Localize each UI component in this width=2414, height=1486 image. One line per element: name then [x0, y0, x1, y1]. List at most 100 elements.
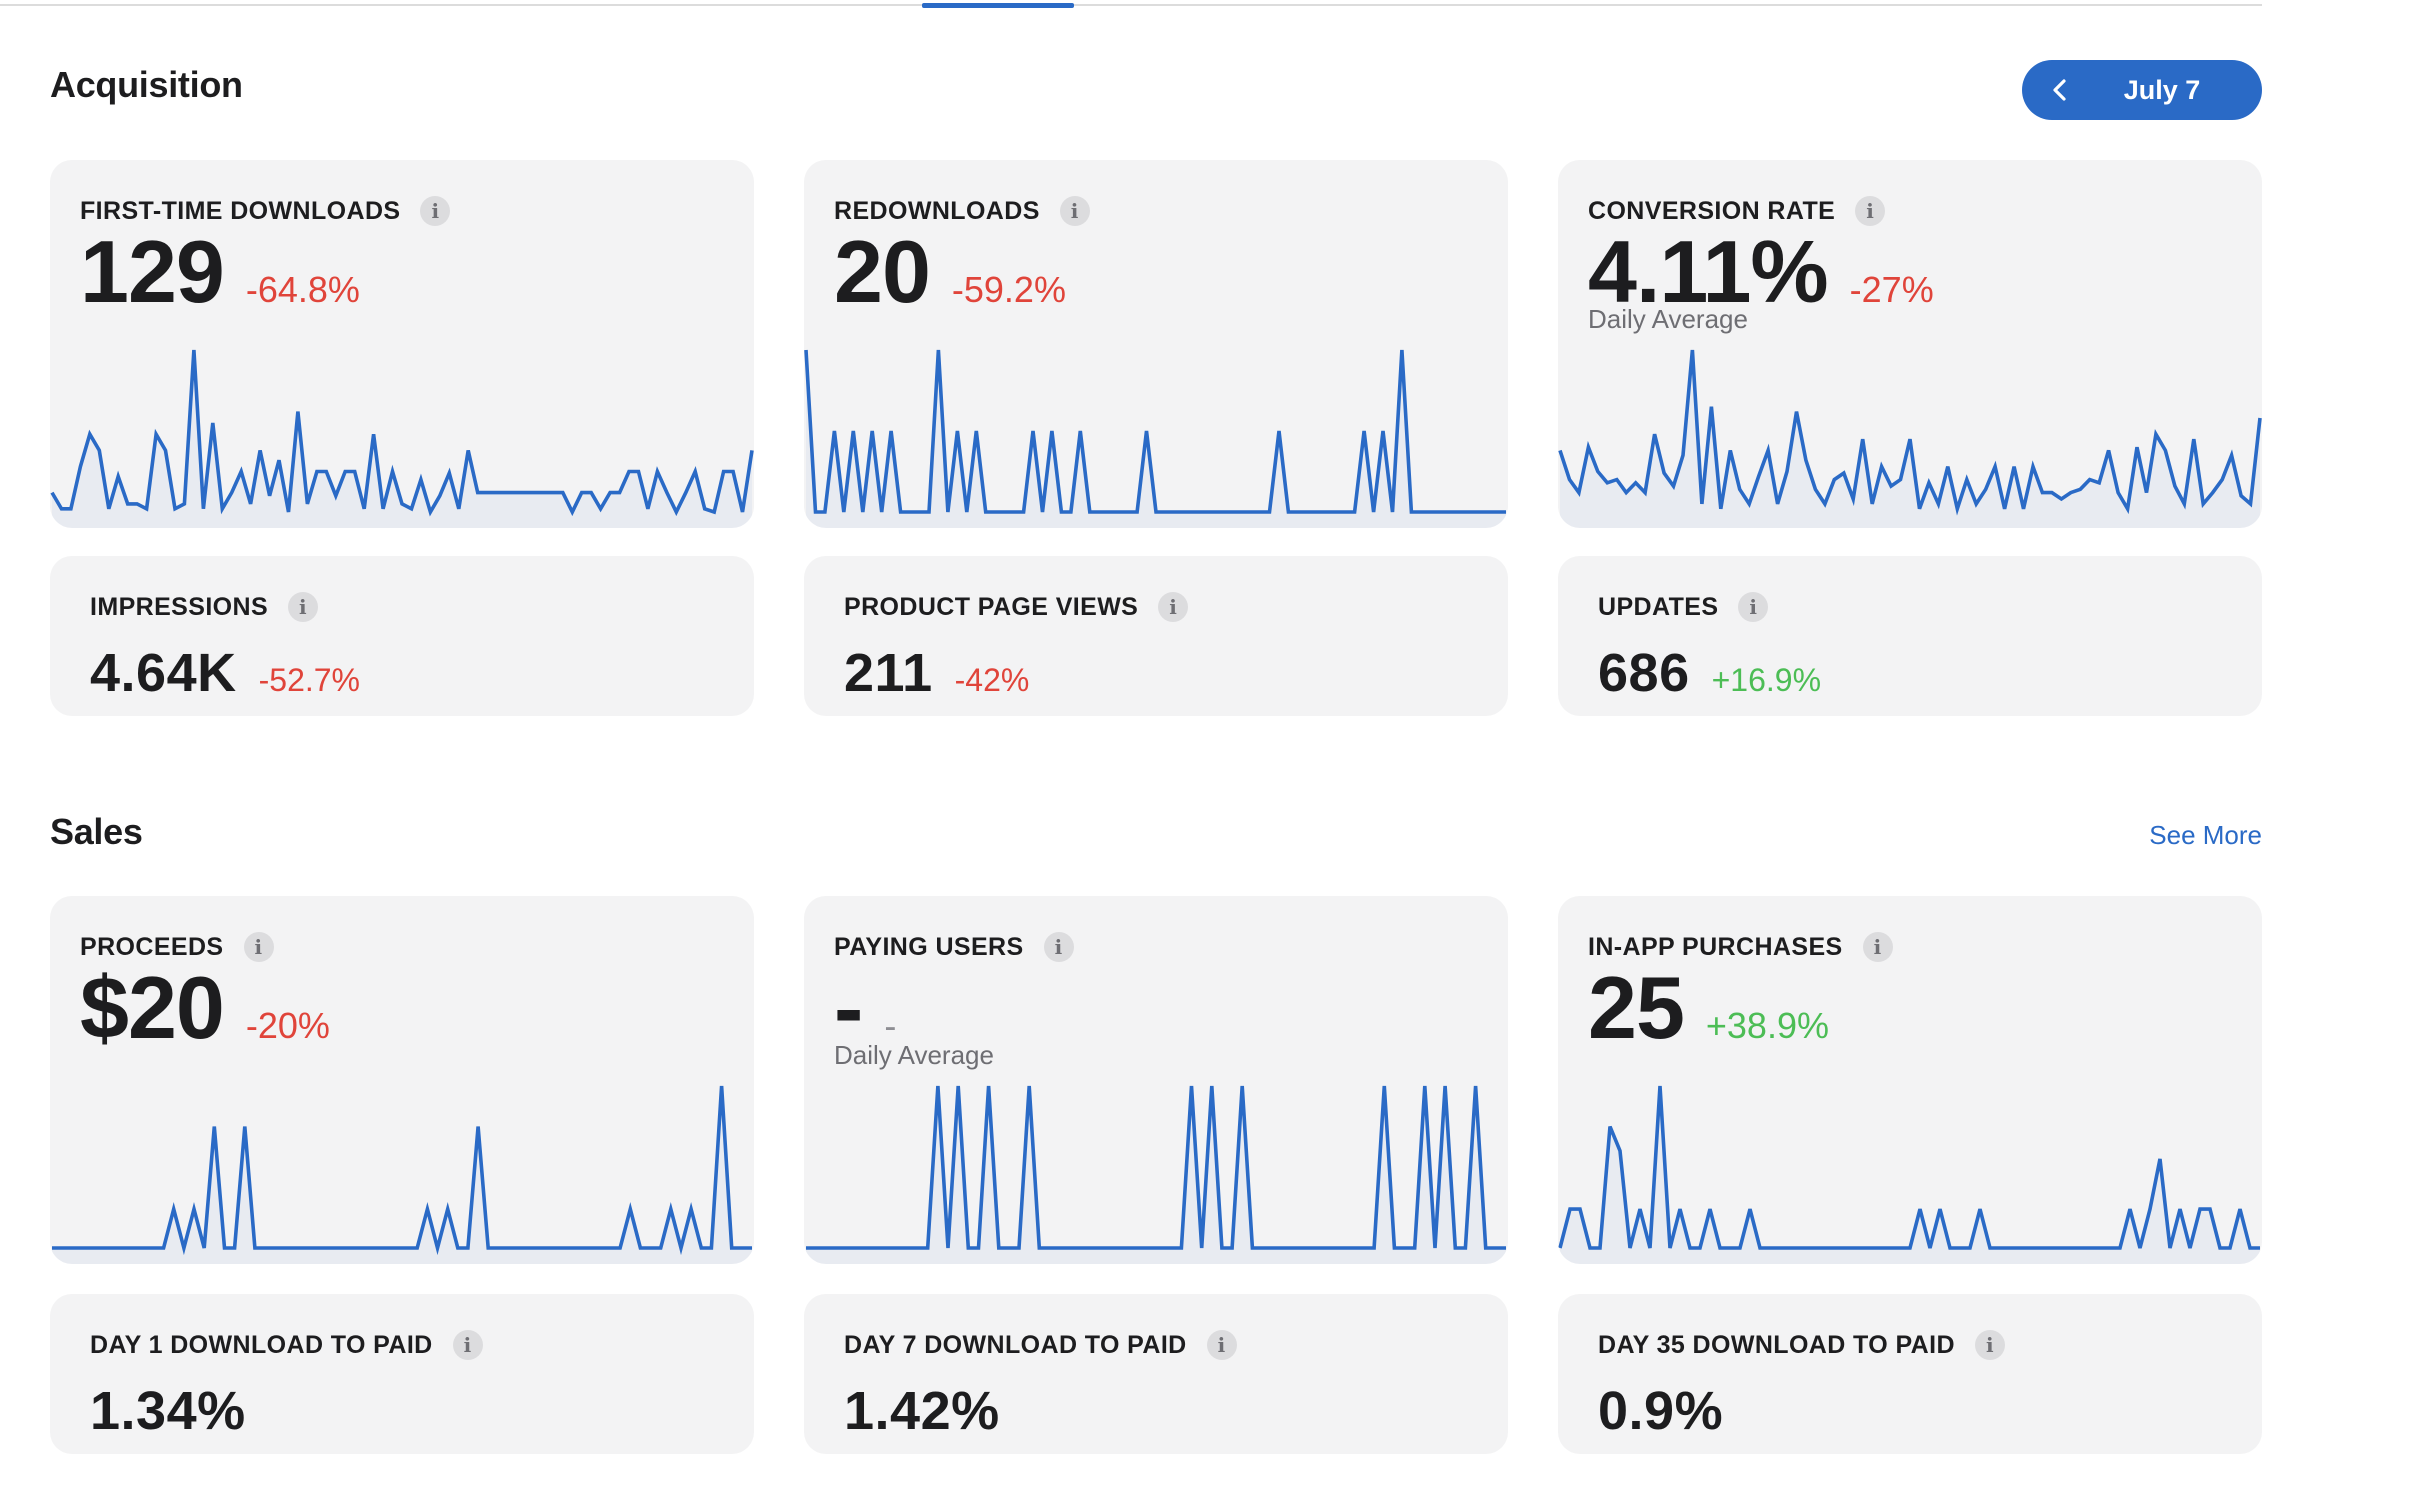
metric-value: 25 [1588, 958, 1685, 1057]
card-title-row: UPDATES i [1598, 592, 1769, 622]
metric-value: 686 [1598, 643, 1690, 703]
metric-row: 4.11% -27% [1588, 228, 1934, 316]
metric-change: -42% [954, 662, 1030, 698]
metric-change: - [884, 1005, 897, 1046]
sparkline-line [52, 1085, 752, 1256]
metric-change: -64.8% [245, 269, 360, 310]
card-day7-download-to-paid[interactable]: DAY 7 DOWNLOAD TO PAID i 1.42% [804, 1294, 1508, 1454]
see-more-link[interactable]: See More [2149, 820, 2262, 850]
metric-value: 1.42% [844, 1381, 1000, 1441]
metric-change: +16.9% [1711, 662, 1822, 698]
metric-change: +38.9% [1705, 1005, 1829, 1046]
info-icon[interactable]: i [1059, 196, 1090, 226]
metric-value: 4.64K [90, 643, 237, 703]
card-title: PAYING USERS [834, 932, 1024, 961]
info-icon[interactable]: i [1043, 932, 1074, 962]
card-title-row: IN-APP PURCHASES i [1588, 932, 1893, 962]
section-title-acquisition: Acquisition [50, 64, 243, 105]
metric-value: 211 [844, 643, 933, 703]
sparkline-area [52, 1086, 752, 1264]
card-title: PRODUCT PAGE VIEWS [844, 592, 1139, 621]
card-impressions[interactable]: IMPRESSIONS i 4.64K -52.7% [50, 556, 754, 716]
metric-row: $20 -20% [80, 964, 330, 1052]
card-proceeds[interactable]: PROCEEDS i $20 -20% [50, 896, 754, 1264]
metric-value: 129 [80, 222, 225, 321]
sparkline-area [806, 1086, 1506, 1264]
date-label: July 7 [2123, 74, 2201, 105]
daily-average-label: Daily Average [834, 1040, 994, 1070]
card-day1-download-to-paid[interactable]: DAY 1 DOWNLOAD TO PAID i 1.34% [50, 1294, 754, 1454]
info-icon[interactable]: i [1855, 196, 1886, 226]
card-conversion-rate[interactable]: CONVERSION RATE i 4.11% -27% Daily Avera… [1558, 160, 2262, 528]
card-title: IMPRESSIONS [90, 592, 269, 621]
card-title-row: FIRST-TIME DOWNLOADS i [80, 196, 451, 226]
date-picker-button[interactable]: July 7 [2022, 60, 2262, 120]
metric-row: 211 -42% [844, 646, 1029, 700]
metric-value: 20 [834, 222, 931, 321]
card-title: FIRST-TIME DOWNLOADS [80, 196, 401, 225]
metric-change: -52.7% [258, 662, 360, 698]
info-icon[interactable]: i [243, 932, 274, 962]
sparkline-line [804, 349, 1506, 514]
card-title: UPDATES [1598, 592, 1719, 621]
card-day35-download-to-paid[interactable]: DAY 35 DOWNLOAD TO PAID i 0.9% [1558, 1294, 2262, 1454]
sparkline-line [50, 349, 754, 517]
card-title-row: DAY 1 DOWNLOAD TO PAID i [90, 1330, 483, 1360]
metric-row: 20 -59.2% [834, 228, 1066, 316]
info-icon[interactable]: i [1738, 592, 1769, 622]
card-redownloads[interactable]: REDOWNLOADS i 20 -59.2% [804, 160, 1508, 528]
metric-row: 1.34% [90, 1384, 246, 1438]
card-in-app-purchases[interactable]: IN-APP PURCHASES i 25 +38.9% [1558, 896, 2262, 1264]
sparkline-area [1560, 350, 2260, 528]
card-title: REDOWNLOADS [834, 196, 1040, 225]
info-icon[interactable]: i [420, 196, 451, 226]
sparkline-chart [1558, 1085, 2260, 1264]
sparkline-line [806, 1085, 1506, 1250]
sparkline-line [1558, 1085, 2260, 1250]
info-icon[interactable]: i [452, 1330, 483, 1360]
card-title-row: DAY 7 DOWNLOAD TO PAID i [844, 1330, 1237, 1360]
metric-row: 686 +16.9% [1598, 646, 1821, 700]
card-first-time-downloads[interactable]: FIRST-TIME DOWNLOADS i 129 -64.8% [50, 160, 754, 528]
card-title-row: REDOWNLOADS i [834, 196, 1090, 226]
metric-change: -59.2% [951, 269, 1066, 310]
sparkline-chart [804, 349, 1506, 528]
card-title: DAY 7 DOWNLOAD TO PAID [844, 1330, 1187, 1359]
chevron-left-icon[interactable] [2050, 60, 2070, 120]
metric-value: $20 [80, 958, 225, 1057]
metric-value: 0.9% [1598, 1381, 1724, 1441]
metric-value: 4.11% [1588, 222, 1829, 321]
card-paying-users[interactable]: PAYING USERS i - - Daily Average [804, 896, 1508, 1264]
sparkline-area [52, 350, 752, 528]
card-title: DAY 35 DOWNLOAD TO PAID [1598, 1330, 1955, 1359]
metric-row: 129 -64.8% [80, 228, 360, 316]
info-icon[interactable]: i [1158, 592, 1189, 622]
card-title: CONVERSION RATE [1588, 196, 1836, 225]
info-icon[interactable]: i [288, 592, 319, 622]
info-icon[interactable]: i [1974, 1330, 2005, 1360]
section-title-sales: Sales [50, 811, 143, 852]
card-title: IN-APP PURCHASES [1588, 932, 1843, 961]
card-product-page-views[interactable]: PRODUCT PAGE VIEWS i 211 -42% [804, 556, 1508, 716]
info-icon[interactable]: i [1206, 1330, 1237, 1360]
active-tab-indicator [922, 3, 1074, 8]
daily-average-label: Daily Average [1588, 304, 1748, 334]
metric-row: 25 +38.9% [1588, 964, 1829, 1052]
info-icon[interactable]: i [1862, 932, 1893, 962]
card-title: PROCEEDS [80, 932, 224, 961]
card-updates[interactable]: UPDATES i 686 +16.9% [1558, 556, 2262, 716]
card-title-row: PROCEEDS i [80, 932, 274, 962]
card-title-row: IMPRESSIONS i [90, 592, 319, 622]
metric-row: 1.42% [844, 1384, 1000, 1438]
metric-row: 0.9% [1598, 1384, 1723, 1438]
metric-value: - [834, 958, 863, 1057]
sparkline-chart [52, 1085, 752, 1264]
card-title-row: PRODUCT PAGE VIEWS i [844, 592, 1189, 622]
sparkline-chart [50, 349, 754, 528]
top-divider [0, 4, 2262, 6]
sparkline-line [1558, 349, 2262, 516]
metric-row: - - [834, 964, 896, 1052]
sparkline-chart [1558, 349, 2262, 528]
sparkline-chart [806, 1085, 1506, 1264]
card-title-row: DAY 35 DOWNLOAD TO PAID i [1598, 1330, 2005, 1360]
